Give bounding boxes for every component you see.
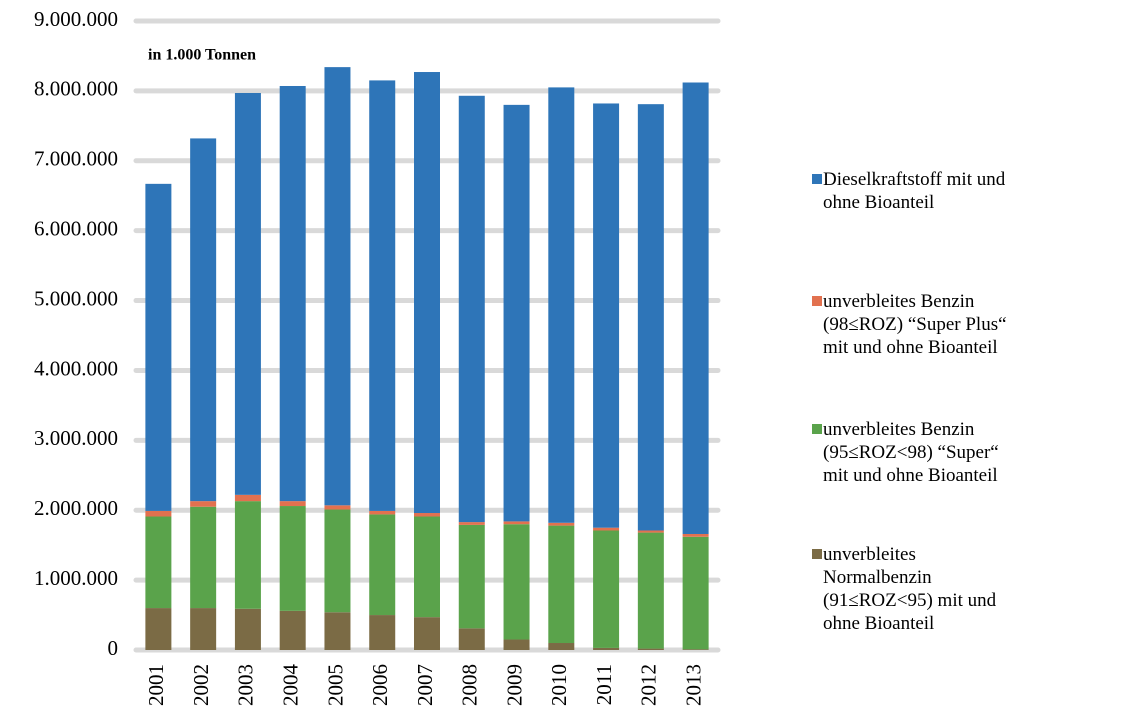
x-tick-label: 2012 [637, 664, 661, 706]
legend-item: Dieselkraftstoff mit und ohne Bioanteil [812, 168, 1012, 214]
bar-segment [279, 501, 306, 507]
bar-segment [637, 532, 664, 649]
x-tick-label: 2005 [323, 664, 347, 706]
bar-segment [548, 643, 575, 650]
x-tick-label: 2010 [547, 664, 571, 706]
bar-segment [458, 95, 485, 523]
y-tick-label: 6.000.000 [34, 216, 118, 240]
bar-segment [548, 525, 575, 644]
bar-segment [279, 506, 306, 611]
y-tick-label: 2.000.000 [34, 496, 118, 520]
x-tick-label: 2007 [413, 664, 437, 706]
bar-segment [324, 612, 351, 650]
bar-segment [503, 104, 530, 522]
y-tick-label: 5.000.000 [34, 286, 118, 310]
bar-segment [324, 67, 351, 506]
bar-segment [548, 522, 575, 526]
bar-segment [145, 510, 172, 517]
bar-segment [190, 138, 217, 502]
y-tick-label: 9.000.000 [34, 7, 118, 31]
annotation: in 1.000 Tonnen [148, 47, 256, 64]
y-tick-label: 1.000.000 [34, 566, 118, 590]
bar-segment [414, 72, 440, 514]
bar-segment [593, 527, 620, 531]
bar-segment [324, 505, 351, 510]
x-tick-label: 2002 [189, 664, 213, 706]
bar-segment [548, 87, 575, 523]
bar-segment [234, 608, 261, 650]
legend-label: Dieselkraftstoff mit und ohne Bioanteil [823, 169, 1006, 213]
legend-swatch [812, 424, 822, 434]
bar-segment [369, 615, 396, 650]
x-tick-label: 2003 [234, 664, 258, 706]
bar-segment [190, 501, 217, 507]
x-tick-label: 2011 [592, 664, 616, 705]
bar-segment [324, 509, 351, 613]
bar-segment [145, 608, 172, 650]
y-tick-label: 4.000.000 [34, 356, 118, 380]
bar-segment [503, 524, 530, 640]
y-tick-label: 0 [108, 636, 119, 660]
legend-item: unverbleites Normalbenzin (91≤ROZ<95) mi… [812, 543, 1027, 635]
bar-segment [593, 647, 620, 650]
bar-segment [234, 501, 261, 609]
x-tick-label: 2001 [144, 664, 168, 706]
legend-item: unverbleites Benzin (95≤ROZ<98) “Super“ … [812, 418, 1027, 487]
bar-segment [369, 80, 396, 511]
x-tick-label: 2013 [681, 664, 705, 706]
bar-segment [503, 521, 530, 525]
bar-segment [190, 608, 217, 650]
bar-segment [414, 513, 440, 517]
legend-label: unverbleites Benzin (98≤ROZ) “Super Plus… [823, 291, 1007, 358]
legend-label: unverbleites Benzin (95≤ROZ<98) “Super“ … [823, 419, 999, 486]
bar-segment [637, 104, 664, 531]
bar-segment [145, 183, 172, 511]
bar-segment [234, 92, 261, 495]
bar-segment [190, 506, 217, 609]
bar-segment [414, 516, 440, 618]
bar-segment [458, 522, 485, 525]
bar-segment [234, 494, 261, 502]
y-tick-label: 3.000.000 [34, 426, 118, 450]
bar-segment [593, 103, 620, 528]
bar-segment [414, 617, 440, 650]
bar-segment [682, 82, 709, 534]
x-tick-label: 2008 [458, 664, 482, 706]
bar-segment [682, 649, 709, 650]
bar-segment [682, 536, 709, 650]
bar-segment [458, 628, 485, 650]
legend-label: unverbleites Normalbenzin (91≤ROZ<95) mi… [823, 544, 997, 634]
bar-segment [682, 533, 709, 537]
y-tick-label: 8.000.000 [34, 77, 118, 101]
bar-segment [369, 514, 396, 616]
legend-swatch [812, 296, 822, 306]
bar-segment [637, 530, 664, 533]
bar-segment [279, 610, 306, 650]
bar-segment [145, 516, 172, 609]
legend-item: unverbleites Benzin (98≤ROZ) “Super Plus… [812, 290, 1027, 359]
bar-segment [593, 530, 620, 648]
legend-swatch [812, 174, 822, 184]
x-tick-label: 2004 [279, 664, 303, 707]
legend-swatch [812, 549, 822, 559]
bar-segment [637, 648, 664, 650]
bar-segment [458, 524, 485, 629]
bar-segment [503, 639, 530, 650]
bar-segment [369, 510, 396, 515]
x-tick-label: 2009 [502, 664, 526, 706]
x-tick-label: 2006 [368, 664, 392, 706]
y-tick-label: 7.000.000 [34, 147, 118, 171]
bar-segment [279, 85, 306, 502]
